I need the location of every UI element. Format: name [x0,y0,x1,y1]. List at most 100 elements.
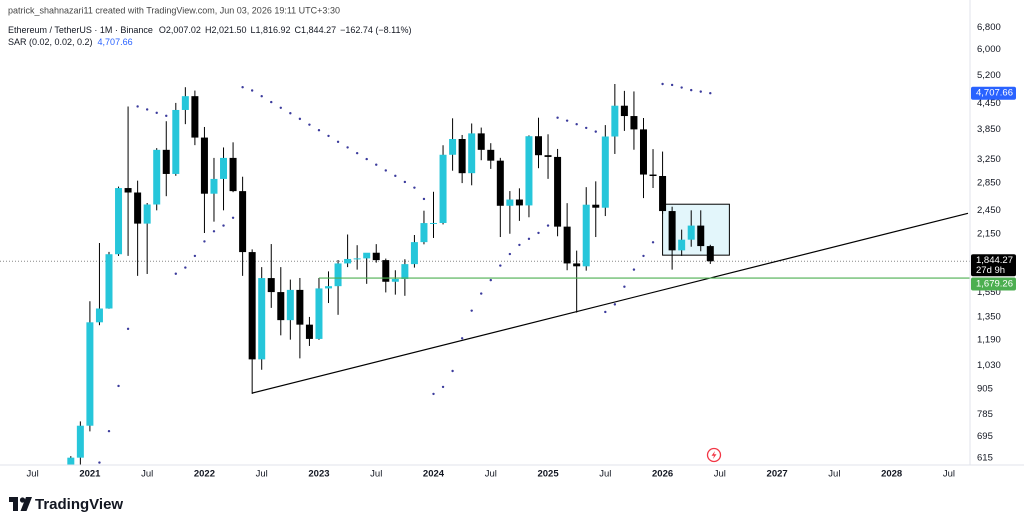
candle-body [525,136,533,206]
y-tick-label: 3,850 [977,124,1001,135]
sar-price-box [971,86,1016,100]
y-tick-label: 4,450 [977,98,1001,109]
candle-body [544,155,552,157]
sar-dot [279,106,282,110]
candle-body [334,263,342,287]
candle-body [105,254,113,309]
sar-dot [327,134,330,138]
x-tick-label: Jul [485,469,497,480]
y-tick-label: 615 [977,453,993,464]
candle-body [344,258,352,264]
candle-body [439,154,447,223]
line-price-box [971,277,1016,291]
x-tick-label: 2027 [767,469,788,480]
candle-body [410,242,418,265]
candle-body [200,137,208,194]
x-tick-label: Jul [370,469,382,480]
candle-body [678,239,686,251]
sar-dot [604,310,607,314]
indicator-line: SAR (0.02, 0.02, 0.2) 4,707.66 [8,37,133,47]
x-tick-label: Jul [943,469,955,480]
candle-body [468,133,476,174]
y-tick-label: 3,250 [977,154,1001,165]
sar-dot [556,116,559,119]
sar-dot [699,90,702,93]
candle-body [487,149,495,161]
x-tick-label: 2026 [652,469,673,480]
candle-body [477,133,485,150]
symbol-title: Ethereum / TetherUS · 1M · Binance [8,25,153,35]
indicator-value: 4,707.66 [98,37,133,47]
sar-dot [489,278,492,282]
y-tick-label: 6,000 [977,44,1001,55]
sar-dot [165,114,168,118]
credit: patrick_shahnazari11 created with Tradin… [8,5,340,15]
candle-body [449,138,457,155]
last-price-box [971,254,1016,277]
sar-dot [117,384,120,388]
sar-dot [174,272,178,275]
x-tick-label: 2022 [194,469,215,480]
sar-dot [260,95,263,98]
candle-body [258,278,266,360]
sar-dot [212,230,216,233]
candle-body [515,199,523,206]
candle-body [630,116,638,130]
y-tick-label: 2,850 [977,178,1001,189]
sar-dot [336,140,340,144]
candle-body [363,252,371,259]
sar-dot [365,157,368,161]
y-tick-label: 6,800 [977,22,1001,33]
open-label: O2,007.02 [159,25,201,35]
y-tick-label: 2,450 [977,205,1001,216]
sar-dot [594,130,597,133]
y-tick-label: 1,550 [977,287,1001,298]
y-tick-label: 785 [977,409,993,420]
candle-body [687,225,695,240]
sar-dot [98,461,101,464]
candle-body [220,157,228,179]
trend-line [252,212,969,394]
candle-body [496,160,504,206]
candle-body [210,178,218,194]
logo-shape-3 [20,497,32,511]
sar-dot [575,123,578,126]
y-tick-label: 905 [977,383,993,394]
last-price-label: 1,844.27 [976,255,1013,266]
sar-dot [155,111,158,115]
sar-dot [709,92,712,95]
candle-body [153,149,161,205]
y-tick-label: 1,350 [977,312,1001,323]
sar-dot [403,180,407,184]
candle-body [325,286,333,289]
sar-dot [145,108,149,111]
candle-body [134,192,142,224]
sar-dot [441,385,445,389]
sar-dot [298,117,302,121]
sar-dot [422,197,426,201]
brand-name[interactable]: TradingView [35,496,123,513]
event-icon[interactable] [706,447,722,463]
x-tick-label: 2021 [79,469,101,480]
sar-dot [384,169,387,172]
sar-dot [250,89,254,92]
sar-dot [375,163,378,166]
brand-logo[interactable] [9,497,32,511]
x-tick-label: Jul [599,469,611,480]
sar-dot [651,241,655,244]
sar-dot [460,337,464,340]
y-tick-label: 1,190 [977,334,1001,345]
sar-dot [222,224,225,227]
candle-body [573,263,581,267]
sar-dot [317,129,321,132]
logo-shape-1 [9,497,18,511]
sar-dot [546,224,550,227]
candle-body [305,324,313,339]
sar-dot [184,266,187,269]
candle-body [248,252,256,360]
candle-body [296,289,304,325]
sar-dot [565,119,569,122]
candle-body [420,223,428,243]
sar-dot [308,123,311,126]
candle-body [506,199,514,206]
